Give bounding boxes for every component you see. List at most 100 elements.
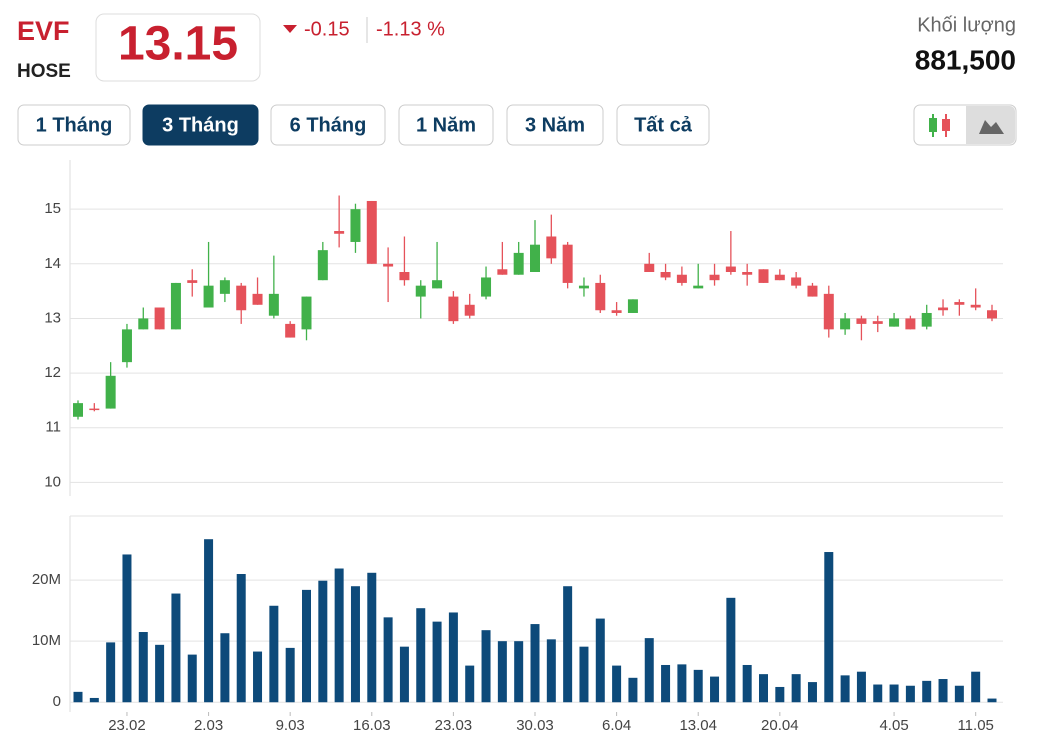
x-tick-label: 13.04 — [679, 717, 717, 734]
volume-bar — [318, 580, 328, 703]
candle-body — [350, 209, 361, 242]
volume-bar — [138, 632, 148, 703]
period-label[interactable]: 1 Năm — [416, 114, 476, 136]
volume-bar — [742, 664, 752, 703]
candle-body — [334, 231, 345, 234]
volume-bar — [791, 674, 801, 703]
period-button[interactable] — [506, 104, 604, 146]
y-tick-label: 20M — [32, 571, 61, 588]
volume-bar — [155, 644, 165, 703]
volume-bar — [628, 677, 638, 703]
candle-body — [121, 329, 132, 363]
volume-bar — [987, 698, 997, 703]
candle-body — [105, 375, 116, 409]
volume-bar — [285, 647, 295, 703]
volume-bar — [856, 671, 866, 703]
period-button[interactable] — [616, 104, 710, 146]
down-arrow — [283, 25, 297, 33]
y-tick-label: 10 — [44, 473, 61, 490]
volume-bar — [644, 638, 654, 703]
period-label[interactable]: 6 Tháng — [290, 114, 367, 136]
candle-body — [725, 266, 736, 272]
volume-bar — [89, 697, 99, 703]
volume-bar — [824, 552, 834, 703]
x-tick-label: 23.02 — [108, 717, 146, 734]
volume-bar — [905, 685, 915, 703]
candle-body — [676, 274, 687, 283]
volume-bar — [726, 597, 736, 703]
volume-bar — [171, 593, 181, 703]
volume-bar — [416, 608, 426, 703]
area-icon[interactable] — [979, 120, 1004, 134]
period-button[interactable] — [17, 104, 131, 146]
volume-bar — [922, 680, 932, 703]
candle-body — [921, 312, 932, 327]
candle-body — [954, 302, 965, 305]
candle-body — [236, 285, 247, 311]
volume-bar — [334, 568, 344, 703]
symbol: EVF — [17, 16, 70, 46]
candle-body — [644, 263, 655, 272]
period-label[interactable]: 1 Tháng — [36, 114, 113, 136]
candle-body — [252, 293, 263, 305]
volume-bar — [938, 679, 948, 703]
candle-body — [889, 318, 900, 327]
candle-body — [170, 282, 181, 330]
candle-body — [578, 285, 589, 289]
candle-body — [758, 269, 769, 283]
change: -0.15 — [304, 18, 350, 40]
area-toggle-bg[interactable] — [966, 106, 1015, 144]
volume-bar — [579, 646, 589, 703]
period-button[interactable] — [398, 104, 494, 146]
x-tick-label: 20.04 — [761, 717, 799, 734]
candle-body — [530, 244, 540, 272]
volume-bar — [677, 664, 687, 703]
volume-bar — [122, 554, 132, 703]
volume-bar — [220, 633, 230, 703]
candle-body — [187, 280, 198, 283]
volume-bar — [840, 675, 850, 703]
candle-body — [905, 318, 916, 330]
candle-icon[interactable] — [929, 114, 950, 137]
volume-bar — [367, 572, 377, 703]
candle-body — [774, 274, 785, 281]
candle-body — [938, 307, 949, 311]
price: 13.15 — [118, 18, 238, 71]
volume-bar — [693, 669, 703, 703]
change-percent: -1.13 % — [376, 18, 445, 40]
volume-bar — [106, 642, 116, 703]
candle-body — [791, 277, 802, 286]
candle-body — [546, 236, 557, 259]
y-tick-label: 11 — [45, 419, 61, 436]
volume-bar — [612, 665, 622, 703]
candle-body — [432, 280, 443, 289]
candle-body — [268, 293, 279, 316]
candle-body — [595, 282, 606, 311]
y-tick-label: 12 — [44, 364, 61, 381]
period-button[interactable] — [270, 104, 386, 146]
volume-bar — [563, 586, 573, 703]
candle-body — [301, 296, 312, 330]
y-tick-label: 13 — [44, 309, 61, 326]
volume-bar — [775, 686, 785, 703]
price-box — [95, 13, 261, 82]
volume-bar — [399, 646, 409, 703]
volume-bar — [873, 684, 883, 703]
period-buttons: 1 Tháng 3 Tháng 6 Tháng 1 Năm 3 Năm Tất cả — [17, 104, 710, 146]
candle-body — [219, 280, 230, 294]
volume-bar — [807, 682, 817, 703]
x-tick-label: 9.03 — [276, 717, 305, 734]
period-label[interactable]: 3 Tháng — [162, 114, 239, 136]
volume-bar — [661, 664, 671, 703]
volume-bar — [514, 641, 524, 703]
volume-bar — [350, 586, 360, 703]
candle-body — [807, 285, 818, 297]
period-label[interactable]: Tất cả — [634, 114, 693, 136]
candle-body — [464, 304, 475, 316]
period-button[interactable] — [142, 104, 259, 146]
volume: 881,500 — [915, 44, 1016, 75]
volume-bar — [269, 605, 279, 703]
period-label[interactable]: 3 Năm — [525, 114, 585, 136]
candle-body — [660, 272, 671, 278]
